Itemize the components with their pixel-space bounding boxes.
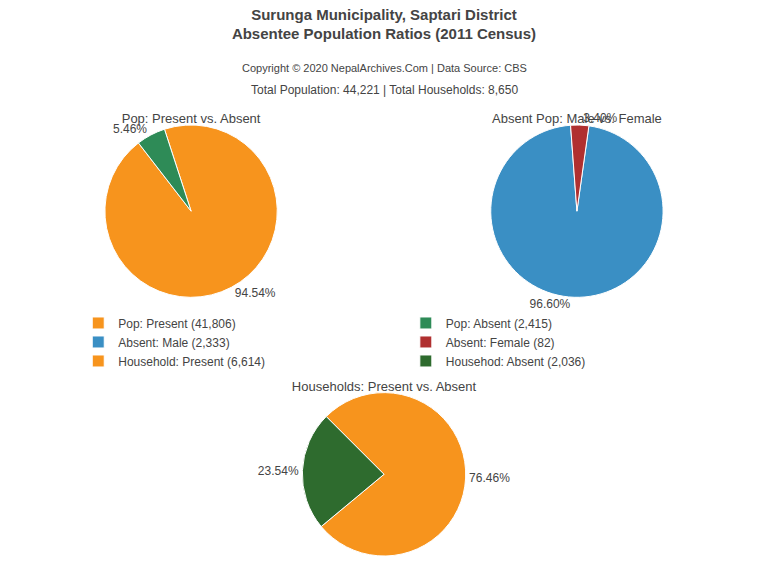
svg-text:23.54%: 23.54% xyxy=(258,464,299,478)
svg-text:Total Population: 44,221 | Tot: Total Population: 44,221 | Total Househo… xyxy=(251,83,518,97)
svg-text:Households: Present vs. Absent: Households: Present vs. Absent xyxy=(292,379,477,394)
svg-text:Absent: Male (2,333): Absent: Male (2,333) xyxy=(118,336,229,350)
svg-text:5.46%: 5.46% xyxy=(113,122,147,136)
svg-text:Copyright © 2020 NepalArchives: Copyright © 2020 NepalArchives.Com | Dat… xyxy=(242,62,527,74)
svg-text:Pop: Absent (2,415): Pop: Absent (2,415) xyxy=(446,317,552,331)
svg-text:Pop: Present (41,806): Pop: Present (41,806) xyxy=(118,317,235,331)
svg-text:96.60%: 96.60% xyxy=(529,297,571,312)
svg-text:94.54%: 94.54% xyxy=(235,286,276,300)
svg-text:Surunga Municipality, Saptari: Surunga Municipality, Saptari DistrictAb… xyxy=(232,6,536,43)
svg-text:Household: Present (6,614): Household: Present (6,614) xyxy=(118,355,265,369)
svg-text:Pop: Present vs. Absent: Pop: Present vs. Absent xyxy=(122,111,261,126)
svg-text:Househod: Absent (2,036): Househod: Absent (2,036) xyxy=(446,355,585,369)
svg-text:76.46%: 76.46% xyxy=(469,471,510,485)
svg-text:Absent: Female (82): Absent: Female (82) xyxy=(446,336,555,350)
svg-text:3.40%: 3.40% xyxy=(583,111,617,125)
svg-text:Absent Pop: Male vs. Female: Absent Pop: Male vs. Female xyxy=(492,111,662,126)
